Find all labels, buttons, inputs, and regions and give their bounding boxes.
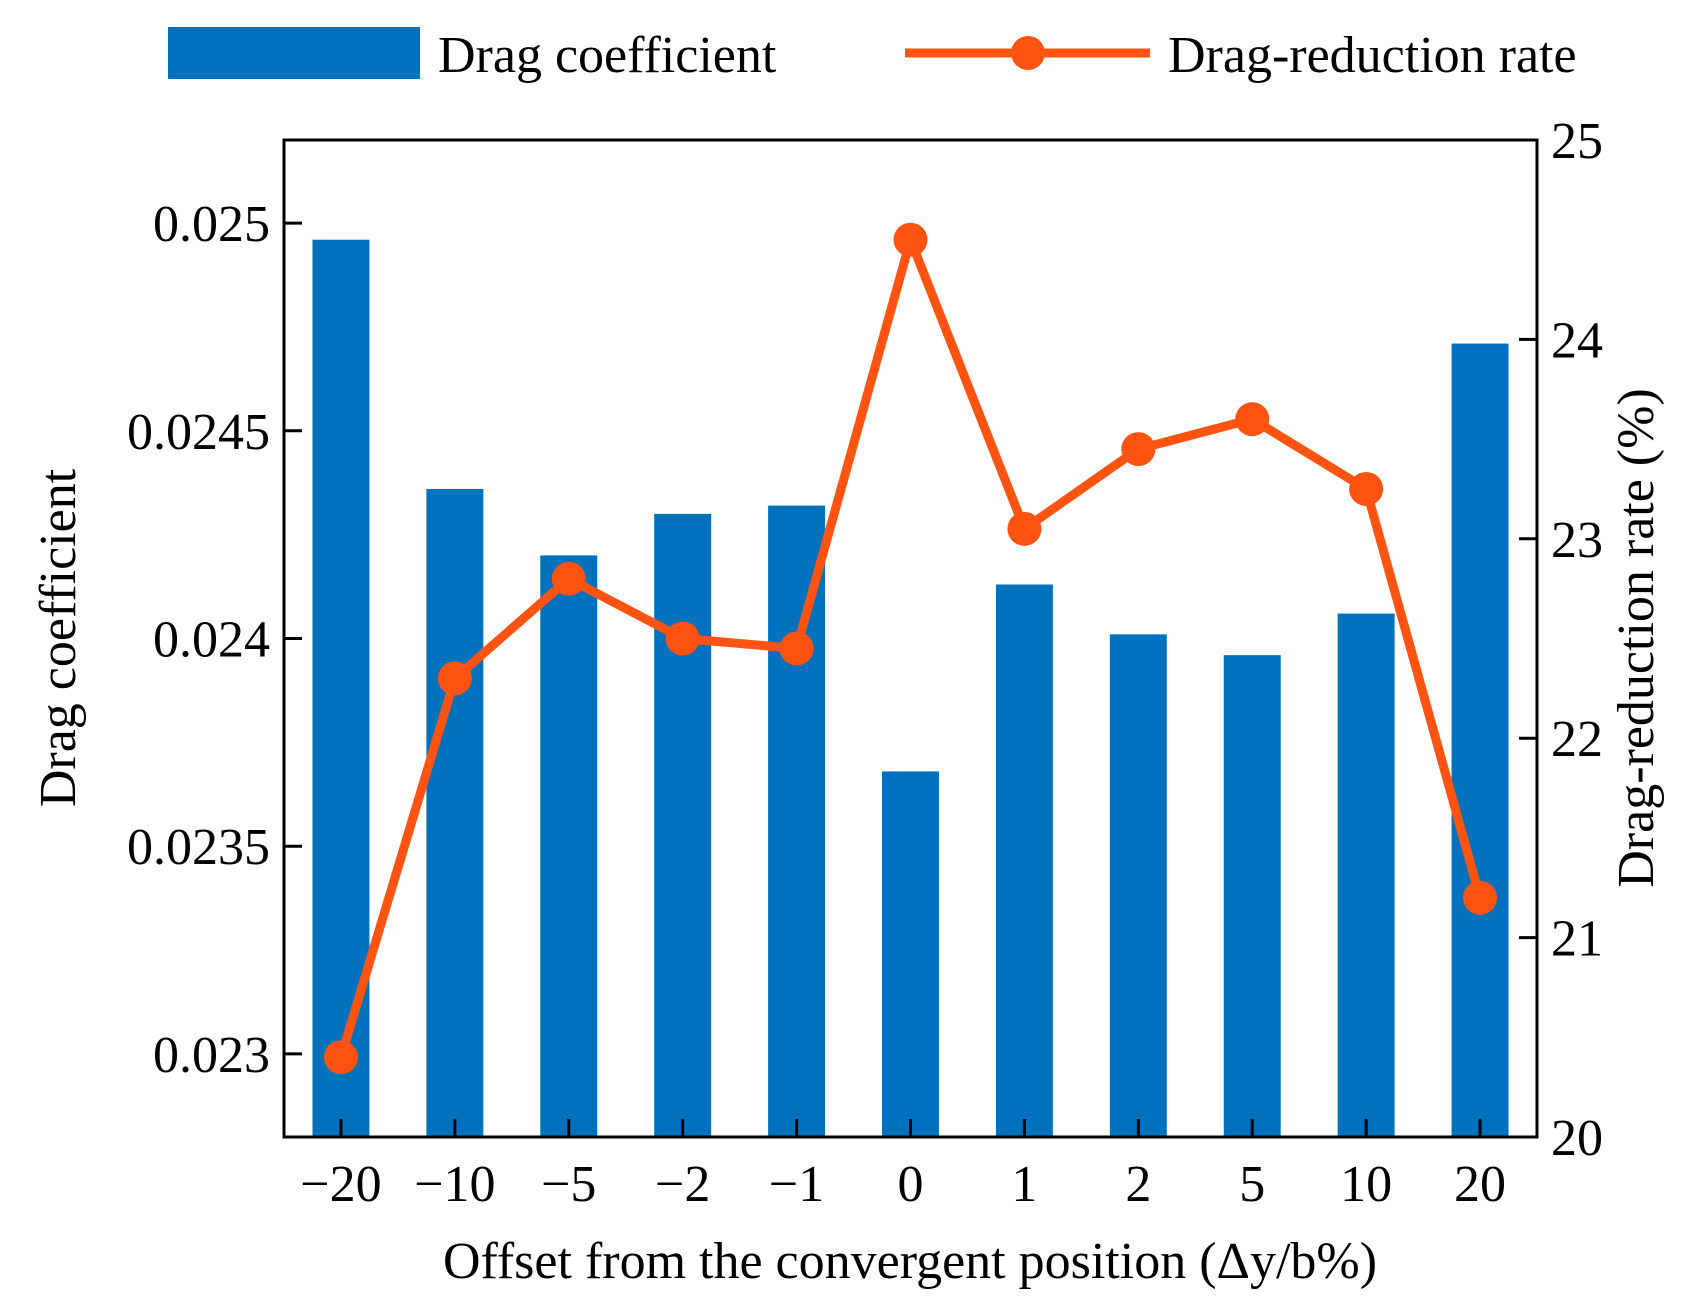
y-axis-label: Drag coefficient [30, 468, 87, 807]
line-point [1349, 471, 1384, 506]
legend-line-marker [1011, 36, 1045, 70]
bar [1451, 343, 1509, 1137]
left-axis-ticks: 0.023 0.0235 0.024 0.0245 0.025 [127, 196, 302, 1084]
line-point [1007, 511, 1042, 546]
bar [654, 513, 712, 1137]
line-point [1235, 402, 1270, 437]
bar [1337, 613, 1395, 1137]
bar [768, 505, 826, 1138]
x-tick-label: 1 [1011, 1156, 1037, 1213]
x-tick-label: 10 [1340, 1156, 1392, 1213]
y2-tick-label: 25 [1551, 113, 1603, 170]
y2-tick-label: 20 [1551, 1110, 1603, 1167]
x-tick-label: −1 [769, 1156, 824, 1213]
bar [540, 555, 598, 1137]
bar [882, 771, 939, 1137]
bar [995, 584, 1053, 1137]
line-series [323, 222, 1498, 1075]
right-axis-ticks: 20 21 22 23 24 25 [1519, 113, 1603, 1167]
line-point [893, 222, 928, 257]
y2-tick-label: 23 [1551, 512, 1603, 569]
bar [426, 488, 484, 1137]
line-point [1121, 432, 1156, 467]
x-tick-label: −5 [541, 1156, 596, 1213]
line-point [1463, 880, 1498, 915]
x-axis-label: Offset from the convergent position (Δy/… [443, 1233, 1377, 1290]
y-tick-label: 0.025 [153, 196, 270, 253]
x-tick-label: 5 [1239, 1156, 1265, 1213]
y2-tick-label: 22 [1551, 711, 1603, 768]
x-tick-label: 2 [1125, 1156, 1151, 1213]
y-tick-label: 0.0245 [127, 404, 270, 461]
line-point [323, 1040, 358, 1075]
y-tick-label: 0.0235 [127, 819, 270, 876]
legend-label-drag-reduction-rate: Drag-reduction rate [1168, 27, 1577, 84]
line-point [665, 621, 700, 656]
y2-tick-label: 24 [1551, 312, 1603, 369]
y-tick-label: 0.023 [153, 1027, 270, 1084]
y2-tick-label: 21 [1551, 911, 1603, 968]
bar-series [312, 239, 1509, 1138]
line-point [779, 631, 814, 666]
x-axis-ticks: −20 −10 −5 −2 −1 0 1 2 5 10 20 [300, 1119, 1506, 1213]
x-tick-label: 20 [1454, 1156, 1506, 1213]
x-tick-label: 0 [898, 1156, 924, 1213]
y-tick-label: 0.024 [153, 612, 270, 669]
legend: Drag coefficient Drag-reduction rate [168, 27, 1577, 84]
legend-label-drag-coefficient: Drag coefficient [438, 27, 777, 84]
y2-axis-label: Drag-reduction rate (%) [1608, 388, 1665, 888]
x-tick-label: −10 [414, 1156, 495, 1213]
legend-bar-swatch [168, 27, 420, 79]
x-tick-label: −2 [655, 1156, 710, 1213]
bar [1109, 634, 1167, 1137]
line-point [551, 561, 586, 596]
x-tick-label: −20 [300, 1156, 381, 1213]
line-point [437, 661, 472, 696]
bar [1223, 655, 1281, 1137]
